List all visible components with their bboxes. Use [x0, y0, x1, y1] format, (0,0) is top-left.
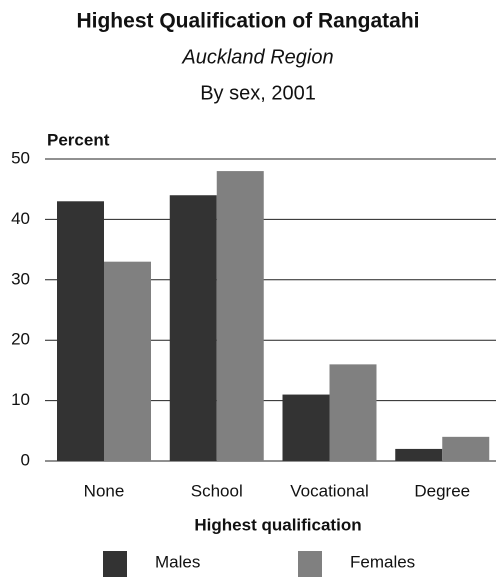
x-axis-label: Highest qualification [194, 515, 361, 534]
legend-swatch [298, 551, 322, 577]
x-tick-label: School [191, 481, 243, 500]
legend-label: Females [350, 552, 415, 571]
y-tick-label: 50 [11, 148, 30, 167]
x-tick-label: Vocational [290, 481, 368, 500]
chart-subtitle: By sex, 2001 [200, 82, 316, 104]
bar [329, 364, 377, 461]
x-tick-label: None [84, 481, 125, 500]
y-tick-label: 40 [11, 209, 30, 228]
bar [169, 195, 217, 462]
legend-label: Males [155, 552, 200, 571]
chart-subtitle: Auckland Region [181, 46, 333, 68]
y-tick-label: 0 [21, 450, 30, 469]
chart-title: Highest Qualification of Rangatahi [76, 10, 419, 33]
y-tick-label: 30 [11, 269, 30, 288]
bar [442, 436, 490, 461]
y-axis-label: Percent [47, 130, 110, 149]
bar [57, 201, 104, 461]
bar [104, 261, 151, 461]
bar [216, 171, 264, 461]
y-tick-label: 10 [11, 390, 30, 409]
x-tick-label: Degree [414, 481, 470, 500]
bar [395, 448, 443, 461]
bar [282, 394, 330, 461]
legend-swatch [103, 551, 127, 577]
y-tick-label: 20 [11, 330, 30, 349]
